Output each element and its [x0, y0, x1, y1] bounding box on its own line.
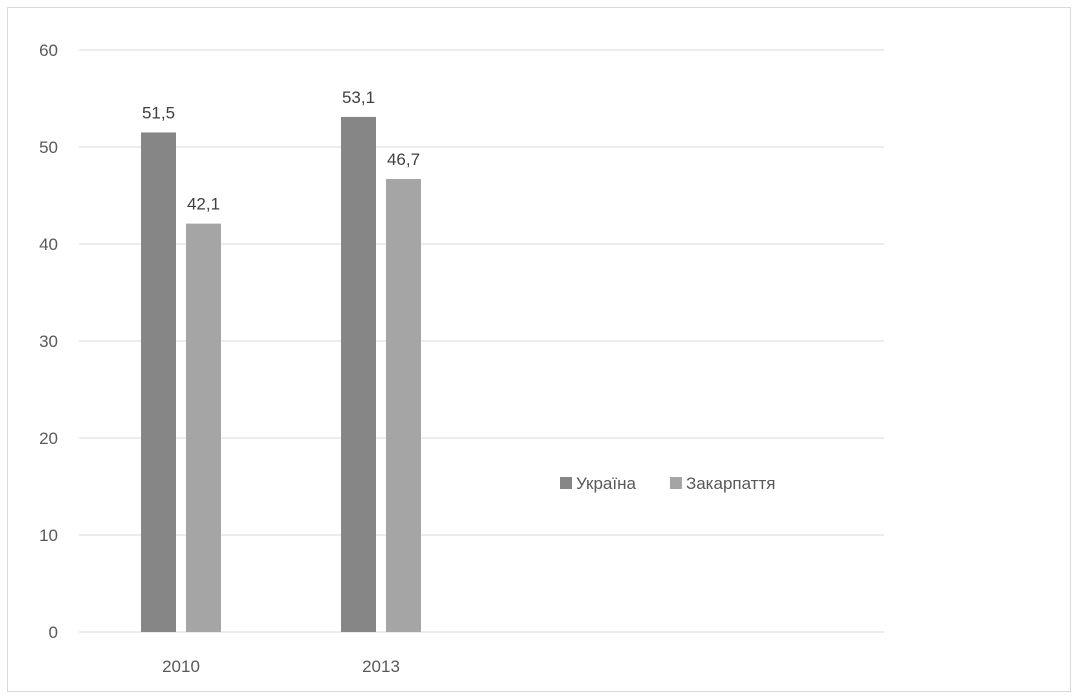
legend-swatch — [560, 477, 572, 489]
y-tick-label: 30 — [39, 332, 58, 351]
data-label: 46,7 — [387, 150, 420, 169]
x-tick-label: 2010 — [162, 657, 200, 676]
y-axis-ticks: 0 10 20 30 40 50 60 — [39, 41, 58, 642]
legend-label: Закарпаття — [686, 474, 776, 493]
bar-Україна-2010 — [141, 132, 176, 632]
y-tick-label: 0 — [49, 623, 58, 642]
x-tick-label: 2013 — [362, 657, 400, 676]
bar-Закарпаття-2010 — [186, 223, 221, 632]
legend-label: Україна — [576, 474, 636, 493]
y-tick-label: 40 — [39, 235, 58, 254]
y-tick-label: 10 — [39, 526, 58, 545]
data-label: 53,1 — [342, 88, 375, 107]
chart-frame — [7, 7, 1071, 692]
y-tick-label: 20 — [39, 429, 58, 448]
y-tick-label: 60 — [39, 41, 58, 60]
data-labels: 51,5 42,1 53,1 46,7 — [142, 88, 420, 214]
bar-Закарпаття-2013 — [386, 179, 421, 632]
legend: Україна Закарпаття — [560, 474, 775, 493]
data-label: 42,1 — [187, 195, 220, 214]
x-axis-ticks: 2010 2013 — [162, 657, 400, 676]
bar-Україна-2013 — [341, 116, 376, 633]
y-tick-label: 50 — [39, 138, 58, 157]
bars — [141, 116, 421, 633]
legend-swatch — [669, 477, 682, 489]
data-label: 51,5 — [142, 103, 175, 122]
